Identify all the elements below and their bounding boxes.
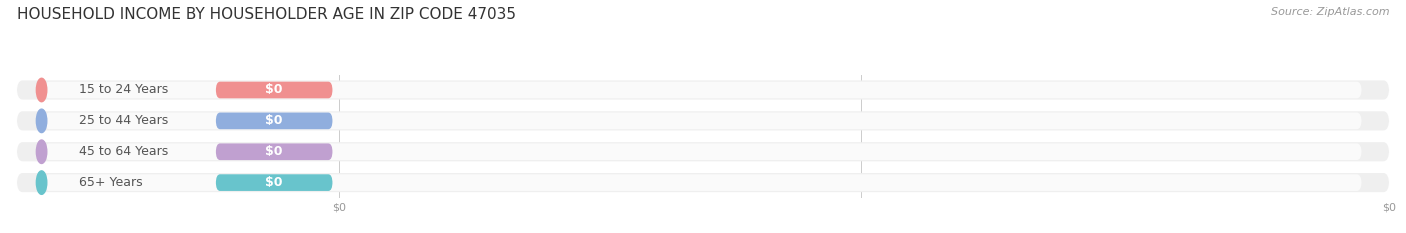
Text: 65+ Years: 65+ Years <box>79 176 142 189</box>
Circle shape <box>37 171 46 194</box>
Text: HOUSEHOLD INCOME BY HOUSEHOLDER AGE IN ZIP CODE 47035: HOUSEHOLD INCOME BY HOUSEHOLDER AGE IN Z… <box>17 7 516 22</box>
FancyBboxPatch shape <box>217 82 332 98</box>
FancyBboxPatch shape <box>45 113 1361 129</box>
FancyBboxPatch shape <box>17 173 1389 192</box>
FancyBboxPatch shape <box>45 82 1361 98</box>
Text: $0: $0 <box>266 83 283 96</box>
FancyBboxPatch shape <box>17 111 1389 130</box>
FancyBboxPatch shape <box>217 113 332 129</box>
Text: 25 to 44 Years: 25 to 44 Years <box>79 114 167 127</box>
FancyBboxPatch shape <box>45 174 1361 191</box>
Text: 45 to 64 Years: 45 to 64 Years <box>79 145 167 158</box>
Text: 15 to 24 Years: 15 to 24 Years <box>79 83 167 96</box>
Circle shape <box>37 109 46 133</box>
FancyBboxPatch shape <box>217 143 332 160</box>
Circle shape <box>37 78 46 102</box>
FancyBboxPatch shape <box>17 80 1389 99</box>
FancyBboxPatch shape <box>17 142 1389 161</box>
Text: Source: ZipAtlas.com: Source: ZipAtlas.com <box>1271 7 1389 17</box>
FancyBboxPatch shape <box>45 143 1361 160</box>
Text: $0: $0 <box>266 114 283 127</box>
Text: $0: $0 <box>266 176 283 189</box>
FancyBboxPatch shape <box>217 174 332 191</box>
Text: $0: $0 <box>266 145 283 158</box>
Circle shape <box>37 140 46 164</box>
